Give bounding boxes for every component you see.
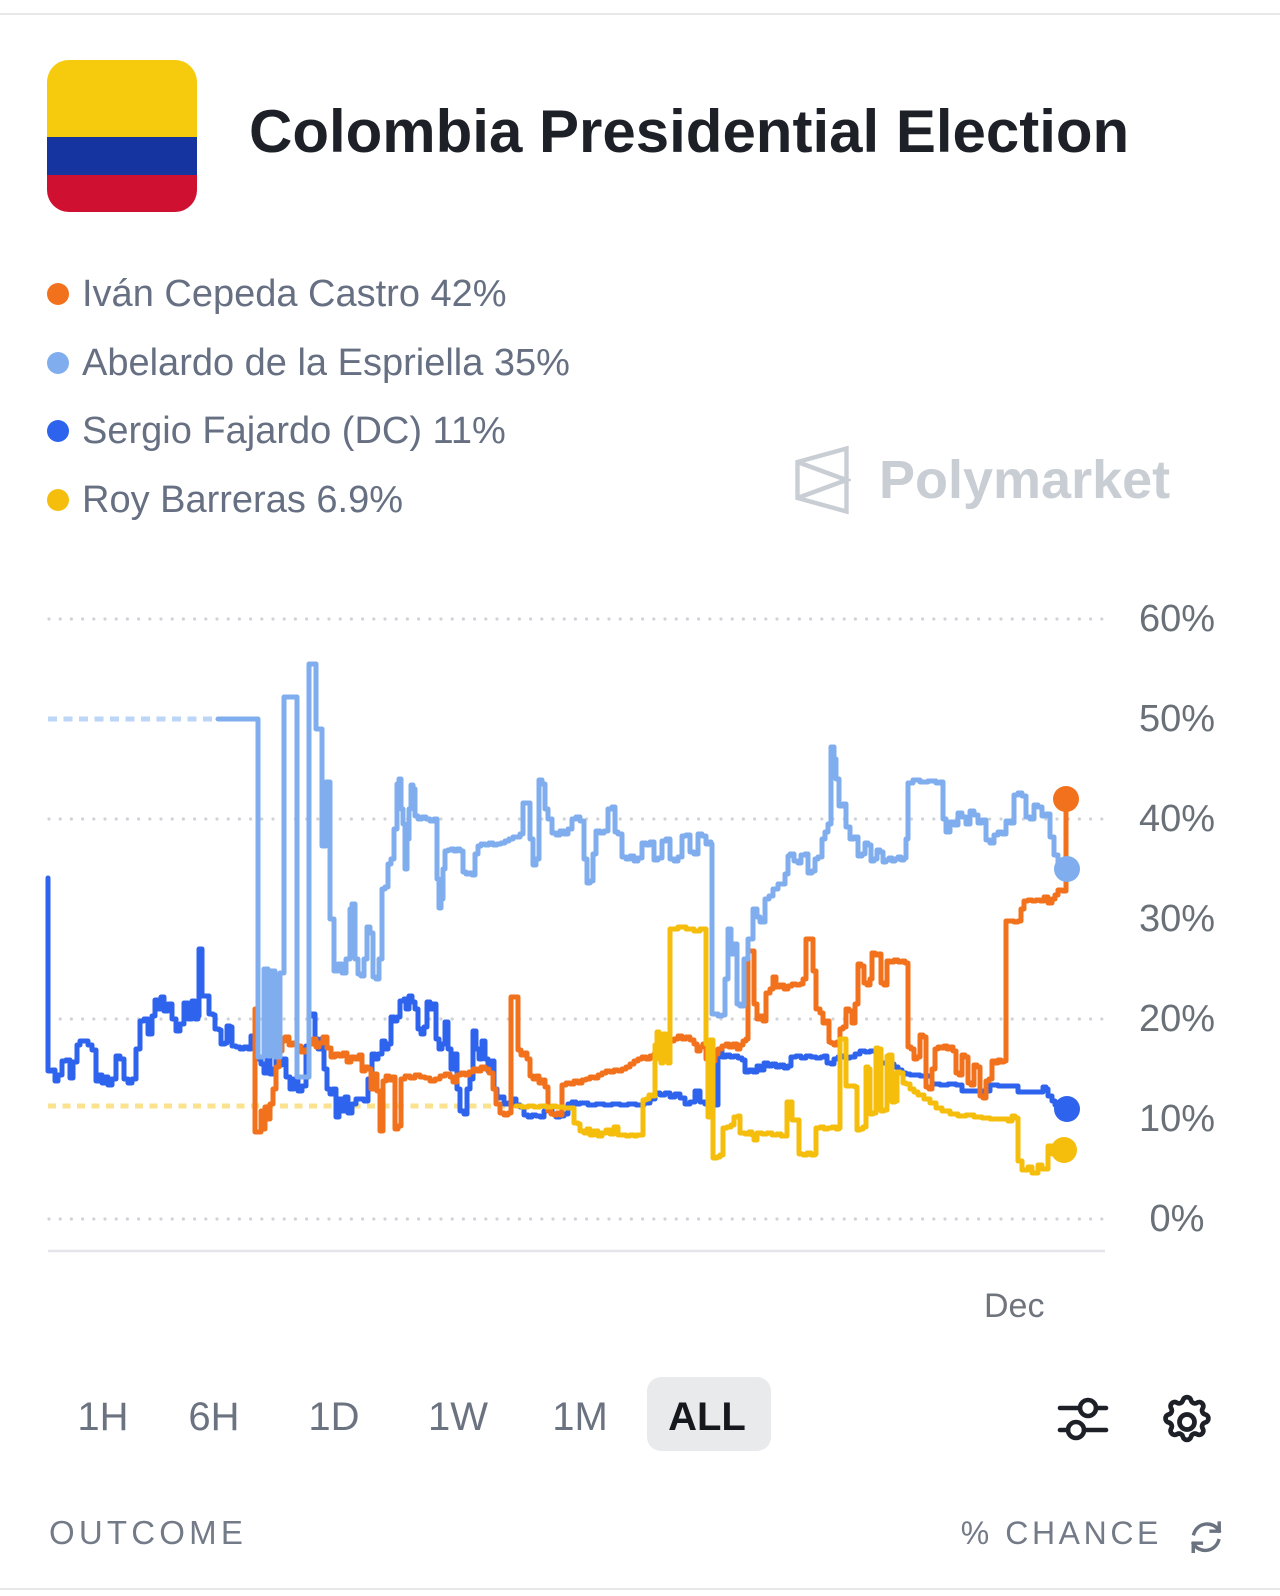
svg-text:50%: 50% — [1139, 698, 1215, 740]
svg-text:30%: 30% — [1139, 898, 1215, 940]
svg-text:Dec: Dec — [984, 1287, 1044, 1325]
svg-text:40%: 40% — [1139, 798, 1215, 840]
svg-text:20%: 20% — [1139, 998, 1215, 1040]
svg-text:10%: 10% — [1139, 1098, 1215, 1140]
svg-text:0%: 0% — [1150, 1198, 1205, 1240]
svg-text:60%: 60% — [1139, 598, 1215, 640]
